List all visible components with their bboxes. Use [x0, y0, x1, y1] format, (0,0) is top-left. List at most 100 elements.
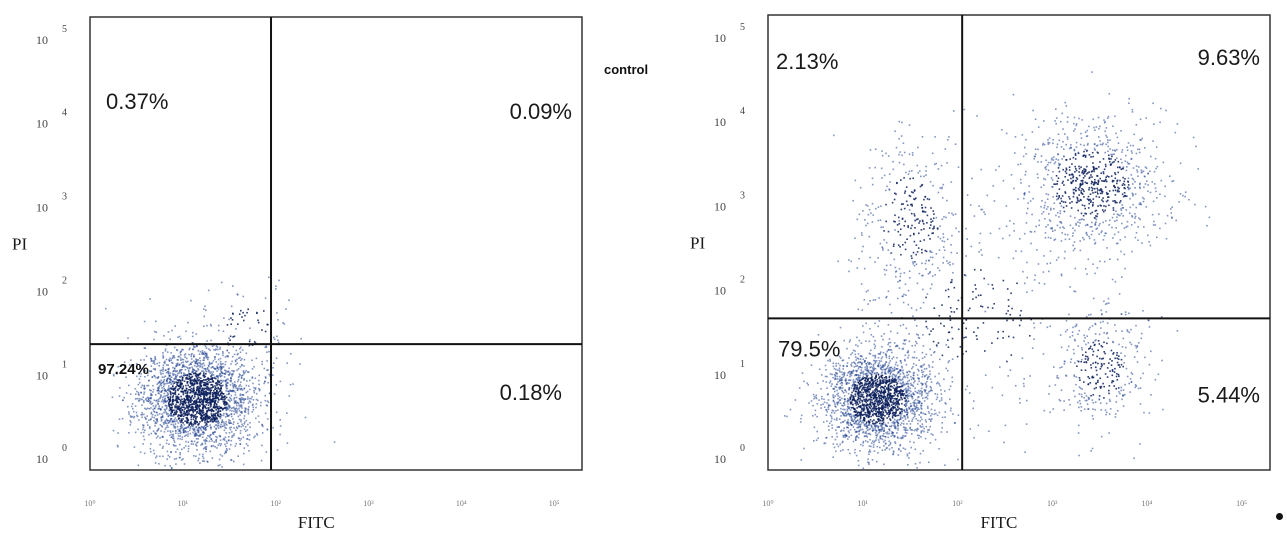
event-dot — [879, 379, 881, 381]
event-dot — [185, 441, 187, 443]
event-dot — [862, 394, 864, 396]
event-dot — [833, 366, 835, 368]
event-dot — [839, 397, 841, 399]
event-dot — [152, 391, 154, 393]
event-dot — [878, 426, 880, 428]
event-dot — [952, 358, 954, 360]
event-dot — [218, 354, 220, 356]
event-dot — [894, 436, 896, 438]
event-dot — [216, 447, 218, 449]
event-dot — [223, 415, 225, 417]
event-dot — [840, 408, 842, 410]
event-dot — [191, 385, 193, 387]
event-dot — [187, 322, 189, 324]
event-dot — [255, 377, 257, 379]
event-dot — [898, 390, 900, 392]
event-dot — [139, 378, 141, 380]
event-dot — [905, 432, 907, 434]
event-dot — [257, 400, 259, 402]
event-dot — [930, 420, 932, 422]
event-dot — [864, 380, 866, 382]
event-dot — [863, 376, 865, 378]
event-dot — [890, 331, 892, 333]
event-dot — [831, 383, 833, 385]
event-dot — [236, 350, 238, 352]
event-dot — [860, 420, 862, 422]
event-dot — [189, 423, 191, 425]
event-dot — [858, 426, 860, 428]
event-dot — [840, 415, 842, 417]
event-dot — [187, 381, 189, 383]
event-dot — [198, 394, 200, 396]
event-dot — [874, 407, 876, 409]
event-dot — [226, 355, 228, 357]
event-dot — [913, 404, 915, 406]
event-dot — [130, 422, 132, 424]
event-dot — [838, 395, 840, 397]
event-dot — [942, 417, 944, 419]
event-dot — [138, 398, 140, 400]
event-dot — [813, 440, 815, 442]
event-dot — [212, 386, 214, 388]
event-dot — [889, 358, 891, 360]
event-dot — [934, 393, 936, 395]
event-dot — [902, 385, 904, 387]
event-dot — [835, 372, 837, 374]
event-dot — [870, 416, 872, 418]
event-dot — [869, 449, 871, 451]
event-dot — [875, 397, 877, 399]
event-dot — [159, 444, 161, 446]
event-dot — [229, 432, 231, 434]
event-dot — [236, 403, 238, 405]
y-tick-label: 105 — [36, 24, 67, 47]
event-dot — [198, 401, 200, 403]
event-dot — [949, 399, 951, 401]
event-dot — [254, 392, 256, 394]
event-dot — [203, 374, 205, 376]
event-dot — [893, 404, 895, 406]
event-dot — [205, 394, 207, 396]
event-dot — [203, 363, 205, 365]
event-dot — [849, 339, 851, 341]
event-dot — [161, 380, 163, 382]
event-dot — [837, 378, 839, 380]
event-dot — [834, 391, 836, 393]
event-dot — [249, 389, 251, 391]
event-dot — [843, 374, 845, 376]
event-dot — [247, 435, 249, 437]
event-dot — [832, 394, 834, 396]
event-dot — [871, 442, 873, 444]
event-dot — [171, 436, 173, 438]
event-dot — [143, 414, 145, 416]
event-dot — [864, 387, 866, 389]
event-dot — [174, 357, 176, 359]
event-dot — [246, 380, 248, 382]
event-dot — [334, 441, 336, 443]
event-dot — [191, 354, 193, 356]
event-dot — [899, 413, 901, 415]
event-dot — [878, 432, 880, 434]
event-dot — [243, 365, 245, 367]
event-dot — [237, 402, 239, 404]
event-dot — [1099, 161, 1101, 163]
event-dot — [849, 387, 851, 389]
event-dot — [243, 418, 245, 420]
event-dot — [803, 448, 805, 450]
event-dot — [897, 332, 899, 334]
event-dot — [240, 347, 242, 349]
event-dot — [867, 441, 869, 443]
event-dot — [829, 423, 831, 425]
event-dot — [901, 413, 903, 415]
event-dot — [855, 359, 857, 361]
event-dot — [853, 390, 855, 392]
event-dot — [860, 366, 862, 368]
event-dot — [893, 385, 895, 387]
y-tick-base: 10 — [36, 368, 48, 382]
event-dot — [217, 380, 219, 382]
event-dot — [914, 380, 916, 382]
event-dot — [857, 424, 859, 426]
event-dot — [222, 355, 224, 357]
event-dot — [887, 366, 889, 368]
event-dot — [166, 420, 168, 422]
event-dot — [203, 405, 205, 407]
